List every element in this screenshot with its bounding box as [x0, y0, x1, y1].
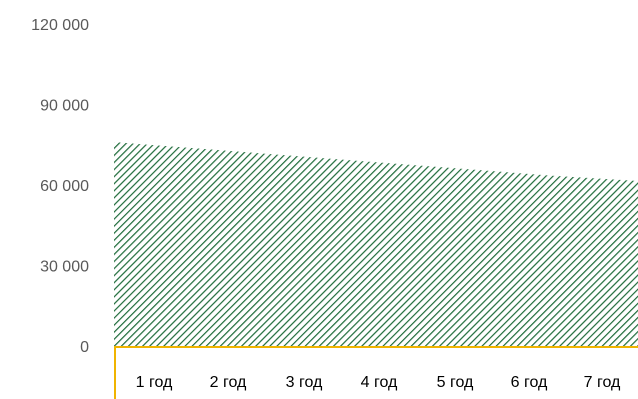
- x-tick-label: 1 год: [136, 374, 173, 391]
- x-tick-label: 4 год: [361, 374, 398, 391]
- x-tick-label: 6 год: [511, 374, 548, 391]
- x-tick-label: 2 год: [210, 374, 247, 391]
- y-tick-label: 30 000: [40, 259, 89, 276]
- x-axis: [114, 346, 638, 399]
- area-series: [114, 142, 638, 346]
- x-axis-ticks: 1 год 2 год 3 год 4 год 5 год 6 год 7 год: [136, 374, 621, 391]
- x-tick-label: 5 год: [437, 374, 474, 391]
- x-tick-label: 3 год: [286, 374, 323, 391]
- y-tick-label: 60 000: [40, 178, 89, 195]
- y-axis-ticks: 0 30 000 60 000 90 000 120 000: [31, 17, 89, 356]
- y-tick-label: 0: [80, 339, 89, 356]
- x-tick-label: 7 год: [584, 374, 621, 391]
- y-tick-label: 120 000: [31, 17, 89, 34]
- series-area: [114, 142, 638, 346]
- y-tick-label: 90 000: [40, 98, 89, 115]
